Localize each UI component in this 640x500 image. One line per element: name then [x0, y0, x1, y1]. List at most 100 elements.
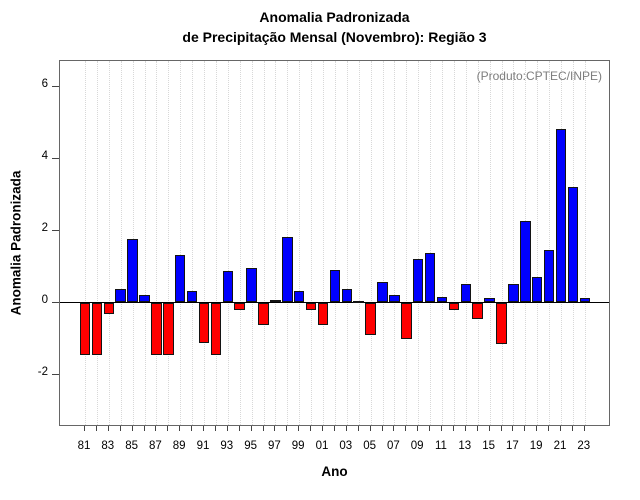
gridline-2003 [346, 61, 348, 425]
gridline-2023 [584, 61, 586, 425]
bar-2003 [341, 289, 353, 302]
bar-2001 [317, 303, 329, 325]
x-tick-label-13: 13 [458, 440, 472, 452]
x-tick-2001 [322, 426, 323, 431]
x-tick-2018 [524, 426, 526, 431]
x-tick-label-23: 23 [577, 440, 591, 452]
gridline-2005 [370, 61, 372, 425]
x-tick-2017 [512, 426, 514, 431]
x-tick-label-17: 17 [505, 440, 519, 452]
bar-1986 [139, 295, 150, 302]
x-tick-label-15: 15 [482, 440, 495, 452]
gridline-2008 [406, 61, 408, 425]
bar-1995 [246, 268, 257, 302]
x-tick-1989 [179, 426, 181, 431]
gridline-1993 [227, 61, 229, 425]
x-tick-2019 [536, 426, 538, 431]
gridline-2016 [501, 61, 503, 425]
x-tick-1990 [191, 426, 193, 431]
gridline-1997 [275, 61, 277, 425]
x-tick-label-95: 95 [244, 440, 257, 452]
bar-2019 [531, 277, 543, 302]
x-tick-1995 [250, 426, 252, 431]
bar-2017 [508, 284, 519, 302]
bar-1988 [163, 303, 174, 355]
gridline-1990 [192, 61, 194, 425]
y-tick-label-0: 0 [41, 294, 48, 306]
bar-2004 [353, 301, 364, 303]
gridline-2001 [323, 61, 324, 425]
x-tick-1996 [262, 426, 264, 431]
x-tick-label-89: 89 [172, 440, 186, 452]
x-tick-1993 [226, 426, 228, 431]
y-tick-label-4: 4 [41, 150, 48, 162]
y-tick--2 [52, 374, 59, 375]
bar-2013 [460, 284, 472, 302]
gridline-1992 [215, 61, 217, 425]
bar-1981 [79, 303, 91, 355]
x-tick-2021 [560, 426, 561, 431]
bar-2011 [436, 297, 448, 302]
bar-2020 [543, 250, 555, 302]
x-tick-2014 [476, 426, 478, 431]
bar-2018 [520, 221, 531, 302]
bar-2010 [424, 253, 436, 302]
x-tick-label-81: 81 [77, 440, 91, 452]
bar-1998 [282, 237, 293, 302]
x-tick-2011 [441, 426, 442, 431]
gridline-2000 [311, 61, 313, 425]
x-tick-1997 [274, 426, 276, 431]
x-tick-2010 [429, 426, 431, 431]
gridline-1991 [204, 61, 205, 425]
gridline-1995 [251, 61, 253, 425]
chart-title-line2: de Precipitação Mensal (Novembro): Regiã… [182, 29, 487, 45]
x-tick-label-99: 99 [291, 440, 305, 452]
bar-2000 [305, 303, 317, 310]
x-tick-2015 [488, 426, 490, 431]
bar-1996 [258, 303, 269, 325]
gridline-2004 [358, 61, 360, 425]
zero-baseline [60, 302, 609, 303]
gridline-2017 [513, 61, 515, 425]
gridline-1984 [120, 61, 122, 425]
x-tick-1988 [167, 426, 169, 431]
chart-title-line1: Anomalia Padronizada [259, 9, 410, 25]
x-tick-label-05: 05 [363, 440, 376, 452]
x-tick-2020 [548, 426, 550, 431]
x-tick-1981 [84, 426, 85, 431]
gridline-1981 [85, 61, 86, 425]
x-tick-2005 [369, 426, 371, 431]
gridline-1983 [108, 61, 110, 425]
bar-2016 [496, 303, 507, 344]
gridline-2015 [489, 61, 491, 425]
gridline-1987 [156, 61, 158, 425]
x-tick-1986 [143, 426, 145, 431]
bar-2007 [389, 295, 400, 302]
x-tick-2002 [333, 426, 335, 431]
x-tick-2009 [417, 426, 419, 431]
bar-2021 [555, 129, 567, 302]
bar-1983 [103, 303, 115, 314]
x-tick-label-91: 91 [196, 440, 210, 452]
gridline-2006 [382, 61, 384, 425]
bar-2023 [579, 298, 591, 302]
x-tick-2013 [464, 426, 466, 431]
gridline-2007 [394, 61, 396, 425]
x-tick-2000 [310, 426, 312, 431]
x-tick-1998 [286, 426, 288, 431]
x-tick-1984 [119, 426, 121, 431]
gridline-2010 [430, 61, 432, 425]
gridline-2012 [453, 61, 455, 425]
gridline-1988 [168, 61, 170, 425]
gridline-2014 [477, 61, 479, 425]
x-tick-2004 [357, 426, 359, 431]
x-tick-1992 [214, 426, 216, 431]
gridline-2013 [465, 61, 467, 425]
gridline-2002 [334, 61, 336, 425]
x-tick-2022 [571, 426, 573, 431]
x-tick-label-87: 87 [148, 440, 162, 452]
x-tick-label-01: 01 [315, 440, 329, 452]
bar-1999 [293, 291, 305, 302]
bar-2005 [365, 303, 376, 335]
